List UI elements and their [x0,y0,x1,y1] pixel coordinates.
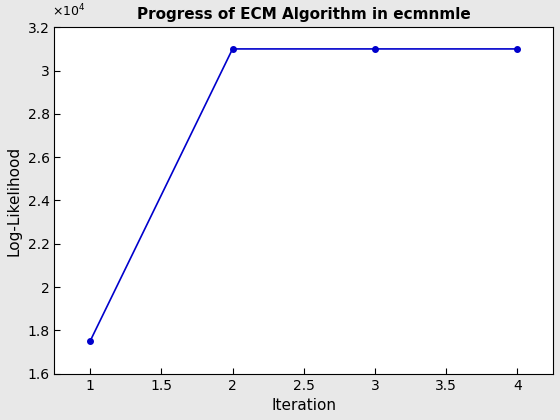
Title: Progress of ECM Algorithm in ecmnmle: Progress of ECM Algorithm in ecmnmle [137,7,470,22]
X-axis label: Iteration: Iteration [271,398,336,413]
Y-axis label: Log-Likelihood: Log-Likelihood [7,145,22,255]
Text: $\times10^4$: $\times10^4$ [52,3,85,19]
